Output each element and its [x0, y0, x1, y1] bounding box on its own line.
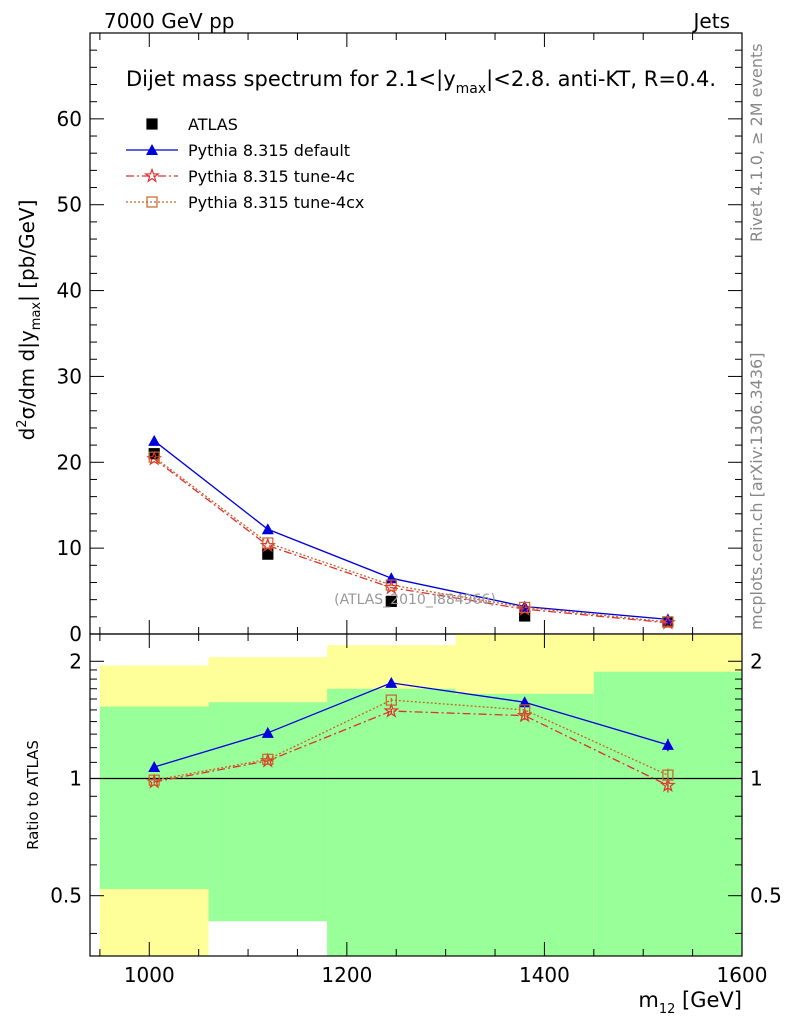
triangle-marker	[148, 761, 161, 773]
ratio-y-tick-label: 2	[750, 649, 763, 673]
triangle-marker	[261, 523, 274, 535]
y-tick-label: 10	[57, 536, 82, 560]
band-green	[593, 671, 742, 956]
legend-label: ATLAS	[188, 115, 238, 134]
y-tick-label: 20	[57, 450, 82, 474]
y-tick-label: 40	[57, 279, 82, 303]
y-tick-label: 60	[57, 107, 82, 131]
square-marker	[519, 704, 531, 716]
y-tick-label: 50	[57, 193, 82, 217]
triangle-marker	[261, 726, 274, 738]
main-ylabel: d2σ/dm d|ymax| [pb/GeV]	[15, 200, 44, 441]
square-marker	[148, 774, 160, 786]
x-tick-label: 1200	[321, 963, 372, 987]
ratio-series-default	[148, 676, 674, 773]
ratio-frame	[89, 633, 743, 957]
legend-entry-tune4cx: Pythia 8.315 tune-4cx	[126, 193, 364, 212]
square-marker	[519, 601, 531, 613]
series-line	[153, 456, 668, 623]
ratio-y-tick-label: 0.5	[50, 884, 82, 908]
chart-title-text: Dijet mass spectrum for 2.1<|y	[126, 67, 456, 92]
ratio-line	[154, 710, 669, 786]
ratio-y-tick-label: 1	[69, 766, 82, 790]
triangle-marker	[146, 144, 158, 155]
triangle-marker	[385, 676, 398, 688]
legend: ATLAS Pythia 8.315 default Pythia 8.315 tu…	[126, 115, 364, 212]
star-marker	[383, 702, 400, 718]
square-marker	[662, 769, 674, 781]
triangle-marker	[148, 434, 161, 446]
square-marker	[385, 595, 397, 607]
triangle-marker	[661, 738, 674, 750]
x-tick-label: 1000	[124, 963, 175, 987]
square-marker	[146, 118, 158, 130]
watermark: (ATLAS_2010_I884966)	[334, 592, 496, 608]
ratio-y-tick-label: 2	[69, 649, 82, 673]
legend-label: Pythia 8.315 default	[188, 141, 350, 160]
x-tick-label: 1400	[519, 963, 570, 987]
ratio-ylabel: Ratio to ATLAS	[24, 740, 42, 850]
band-green	[99, 706, 209, 890]
star-marker	[144, 167, 160, 183]
series-tune4cx	[148, 451, 674, 628]
band-green	[208, 702, 328, 922]
series-line	[153, 458, 668, 624]
band-green	[327, 688, 456, 956]
square-marker	[262, 537, 274, 549]
ratio-panel: 1000 1200 1400 1600 0.5 0.5 1 1 2 2	[50, 633, 782, 987]
legend-label: Pythia 8.315 tune-4c	[188, 167, 355, 186]
header-left: 7000 GeV pp	[104, 9, 235, 33]
main-panel: 0 10 20 30 40 50 60	[57, 32, 743, 646]
ratio-y-tick-label: 0.5	[750, 884, 782, 908]
ratio-y-tick-label: 1	[750, 766, 763, 790]
ratio-series-tune4cx	[148, 694, 674, 786]
square-marker	[385, 694, 397, 706]
xlabel: m12 [GeV]	[638, 988, 742, 1017]
square-marker	[148, 451, 160, 463]
chart-title-rest: |<2.8. anti-KT, R=0.4.	[486, 67, 716, 92]
legend-label: Pythia 8.315 tune-4cx	[188, 193, 364, 212]
chart-title-sub: max	[456, 81, 487, 97]
legend-entry-data: ATLAS	[146, 115, 238, 134]
y-tick-label: 30	[57, 364, 82, 388]
side-rivet-text: Rivet 4.1.0, ≥ 2M events	[747, 43, 766, 242]
chart-title: Dijet mass spectrum for 2.1<|ymax|<2.8. …	[126, 67, 716, 97]
x-tick-label: 1600	[717, 963, 768, 987]
square-marker	[385, 579, 397, 591]
square-marker	[662, 616, 674, 628]
square-marker	[262, 548, 274, 560]
legend-entry-tune4c: Pythia 8.315 tune-4c	[126, 167, 355, 186]
y-tick-label: 0	[69, 622, 82, 646]
square-marker	[262, 753, 274, 765]
band-green	[455, 693, 594, 956]
header-right: Jets	[692, 9, 730, 33]
side-mcplots-text: mcplots.cern.ch [arXiv:1306.3436]	[747, 353, 766, 630]
legend-entry-default: Pythia 8.315 default	[126, 141, 350, 160]
square-marker	[146, 196, 158, 208]
star-marker	[659, 777, 676, 793]
